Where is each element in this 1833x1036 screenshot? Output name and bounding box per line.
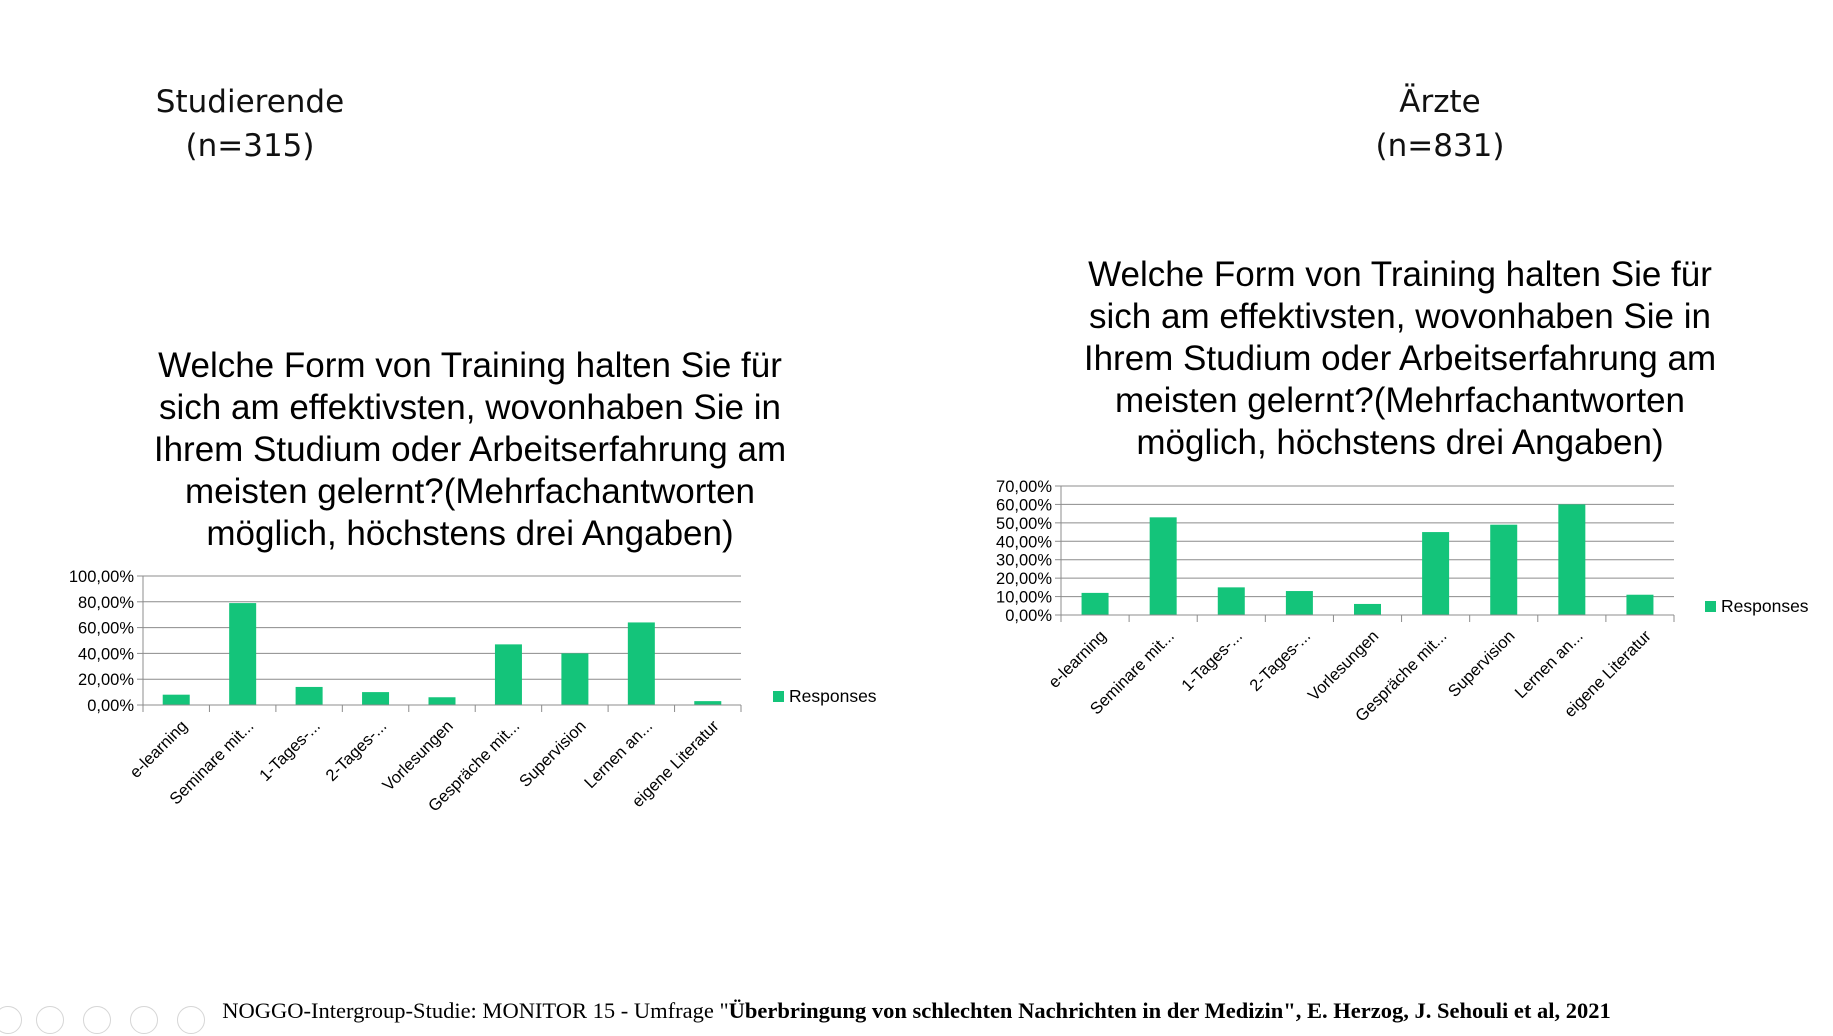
- group-name: Ärzte: [1399, 84, 1481, 120]
- chart-title-line: möglich, höchstens drei Angaben): [1136, 423, 1664, 462]
- footer-citation: NOGGO-Intergroup-Studie: MONITOR 15 - Um…: [0, 998, 1833, 1024]
- bar: [1149, 517, 1177, 615]
- y-tick-label: 80,00%: [78, 594, 134, 612]
- bar: [1354, 603, 1381, 615]
- x-tick-label: Supervision: [1445, 627, 1519, 701]
- chart-title-line: Welche Form von Training halten Sie für: [1088, 255, 1712, 294]
- y-tick-label: 20,00%: [78, 671, 134, 689]
- group-title-studierende: Studierende (n=315): [130, 80, 370, 168]
- bar: [1217, 587, 1245, 615]
- bar: [1558, 504, 1586, 615]
- zoom-icon[interactable]: [177, 1006, 205, 1034]
- chart-title-line: meisten gelernt?(Mehrfachantworten: [184, 472, 755, 511]
- chart-title-right: Welche Form von Training halten Sie für …: [1030, 254, 1770, 464]
- x-tick-label: 1-Tages-...: [1178, 627, 1246, 695]
- previous-slide-icon[interactable]: [0, 1006, 22, 1034]
- group-count: (n=831): [1375, 128, 1505, 164]
- x-tick-label: Lernen an...: [1512, 627, 1587, 702]
- legend-label: Responses: [789, 686, 877, 706]
- y-tick-label: 60,00%: [996, 496, 1052, 514]
- bar: [1490, 524, 1518, 615]
- slide-nav-controls: [0, 1006, 260, 1036]
- y-tick-label: 0,00%: [1005, 607, 1052, 625]
- x-tick-label: 2-Tages-...: [1246, 627, 1314, 695]
- pen-icon[interactable]: [83, 1006, 111, 1034]
- bar: [362, 692, 390, 705]
- y-tick-label: 100,00%: [69, 568, 134, 586]
- y-tick-label: 40,00%: [996, 533, 1052, 551]
- chart-title-line: Welche Form von Training halten Sie für: [158, 346, 782, 385]
- chart-title-line: sich am effektivsten, wovonhaben Sie in: [159, 388, 781, 427]
- bar: [494, 644, 522, 705]
- group-name: Studierende: [155, 84, 345, 120]
- y-tick-label: 50,00%: [996, 515, 1052, 533]
- bar: [162, 694, 190, 705]
- footer-bold-text: Überbringung von schlechten Nachrichten …: [728, 998, 1611, 1023]
- bar: [295, 686, 323, 705]
- y-tick-label: 20,00%: [996, 570, 1052, 588]
- chart-title-line: möglich, höchstens drei Angaben): [206, 514, 734, 553]
- y-tick-label: 70,00%: [996, 478, 1052, 496]
- bar: [428, 697, 456, 705]
- y-tick-label: 40,00%: [78, 645, 134, 663]
- y-tick-label: 30,00%: [996, 552, 1052, 570]
- chart-title-left: Welche Form von Training halten Sie für …: [100, 345, 840, 555]
- bar: [1081, 592, 1109, 615]
- legend-label: Responses: [1721, 596, 1809, 616]
- bar: [627, 622, 655, 705]
- bar: [1422, 532, 1450, 615]
- legend-swatch: [773, 691, 784, 702]
- y-tick-label: 60,00%: [78, 620, 134, 638]
- bar: [1285, 591, 1313, 615]
- next-slide-icon[interactable]: [36, 1006, 64, 1034]
- y-tick-label: 0,00%: [87, 697, 134, 715]
- bar: [694, 701, 722, 705]
- bar: [229, 603, 257, 705]
- chart-title-line: Ihrem Studium oder Arbeitserfahrung am: [153, 430, 787, 469]
- y-tick-label: 10,00%: [996, 589, 1052, 607]
- x-tick-label: e-learning: [1045, 627, 1110, 692]
- slides-overview-icon[interactable]: [130, 1006, 158, 1034]
- group-count: (n=315): [185, 128, 315, 164]
- legend-swatch: [1705, 601, 1716, 612]
- group-title-aerzte: Ärzte (n=831): [1320, 80, 1560, 168]
- chart-title-line: sich am effektivsten, wovonhaben Sie in: [1089, 297, 1711, 336]
- bar: [1626, 594, 1654, 615]
- footer-text: NOGGO-Intergroup-Studie: MONITOR 15 - Um…: [222, 998, 729, 1023]
- chart-title-line: meisten gelernt?(Mehrfachantworten: [1114, 381, 1685, 420]
- bar: [561, 653, 589, 705]
- chart-title-line: Ihrem Studium oder Arbeitserfahrung am: [1083, 339, 1717, 378]
